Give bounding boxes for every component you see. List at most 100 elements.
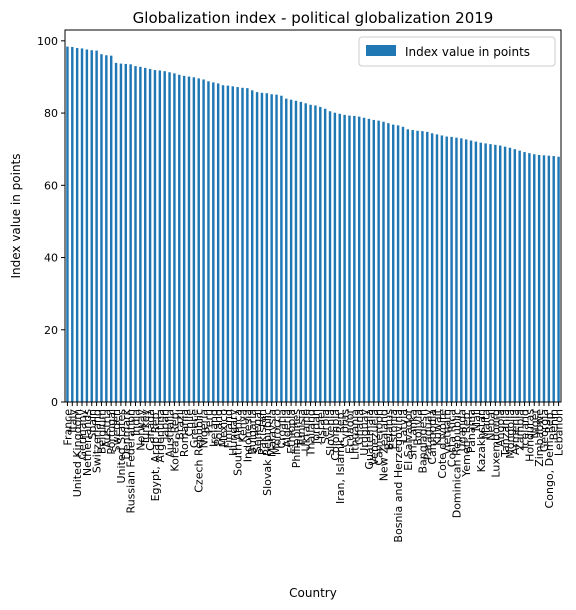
- bar: [90, 50, 93, 402]
- bar: [80, 48, 84, 403]
- bar: [328, 111, 332, 402]
- bar: [289, 99, 293, 402]
- x-tick-label: Iran, Islamic Rep.: [334, 409, 347, 504]
- x-tick-label: Slovak Republic: [261, 409, 274, 496]
- bar: [508, 147, 512, 402]
- x-tick-label: United Kingdom: [71, 409, 84, 497]
- bar: [450, 136, 453, 402]
- x-tick-label: Jordan: [309, 409, 322, 445]
- bar: [479, 142, 482, 402]
- x-tick-label: Bangladesh: [416, 409, 429, 474]
- bar: [542, 155, 546, 402]
- x-tick-label: Switzerland: [91, 409, 104, 473]
- bar: [445, 136, 448, 403]
- bar: [338, 113, 341, 402]
- x-tick-label: South Africa: [232, 409, 245, 476]
- x-tick-label: Russian Federation: [125, 409, 138, 513]
- x-tick-label: Denmark: [120, 408, 133, 459]
- x-tick-label: Estonia: [387, 409, 400, 450]
- bar: [440, 135, 444, 402]
- bar: [557, 156, 560, 402]
- x-tick-label: Algeria: [280, 409, 293, 448]
- bar: [153, 70, 157, 402]
- bar: [226, 85, 230, 403]
- x-tick-label: Belgium: [95, 409, 108, 454]
- bar: [173, 73, 176, 402]
- x-tick-label: Lithuania: [348, 409, 361, 460]
- bar: [367, 118, 371, 402]
- bar: [163, 71, 166, 403]
- x-tick-label: Chile: [183, 409, 196, 437]
- x-tick-label: Canada: [144, 409, 157, 451]
- x-tick-label: Egypt, Arab Rep.: [149, 409, 162, 501]
- x-tick-label: Australia: [164, 409, 177, 458]
- x-tick-label: Czech Republic: [193, 409, 206, 493]
- bar: [285, 98, 288, 403]
- x-tick-label: Ghana: [353, 409, 366, 445]
- bar: [537, 154, 541, 402]
- x-tick-label: Nigeria: [198, 409, 211, 448]
- bar: [411, 130, 414, 403]
- x-tick-label: Malaysia: [266, 409, 279, 457]
- bar: [333, 112, 337, 403]
- bar: [294, 100, 298, 402]
- bar: [71, 46, 74, 402]
- bar: [430, 133, 434, 403]
- x-tick-label: Tanzania: [499, 409, 512, 458]
- x-tick-label: Latvia: [397, 409, 410, 443]
- bar: [251, 90, 254, 402]
- x-tick-label: Zambia: [514, 409, 527, 451]
- bar: [105, 55, 108, 402]
- bar: [182, 75, 186, 403]
- bar: [85, 49, 89, 402]
- y-tick-label: 20: [44, 324, 58, 337]
- bar: [148, 69, 152, 402]
- bar: [552, 156, 555, 402]
- y-tick-label: 60: [44, 179, 58, 192]
- x-tick-label: Bulgaria: [246, 409, 259, 455]
- x-tick-label: Armenia: [509, 409, 522, 455]
- bar: [260, 92, 264, 402]
- bar: [377, 120, 380, 403]
- x-tick-label: Colombia: [329, 409, 342, 461]
- bar: [523, 152, 526, 402]
- x-tick-label: Dominican Republic: [450, 409, 463, 518]
- x-tick-label: Guatemala: [363, 409, 376, 470]
- x-tick-label: Ethiopia: [285, 409, 298, 454]
- x-tick-label: Georgia: [538, 409, 551, 452]
- bar: [221, 85, 225, 402]
- bar: [533, 154, 536, 402]
- bar: [124, 63, 127, 402]
- bar: [236, 87, 239, 402]
- x-tick-label: Iceland: [519, 409, 532, 449]
- x-tick-label: India: [130, 409, 143, 436]
- bar: [207, 81, 210, 402]
- x-tick-label: Slovenia: [324, 409, 337, 456]
- x-tick-label: Congo, Dem. Rep.: [543, 409, 556, 508]
- x-tick-label: Cote d'Ivoire: [436, 409, 449, 479]
- x-tick-label: Poland: [212, 409, 225, 446]
- bar: [109, 55, 113, 402]
- bar: [460, 138, 463, 402]
- x-tick-label: Germany: [76, 409, 89, 460]
- bar: [494, 144, 497, 402]
- y-axis-ticks: 0 20 40 60 80 100: [37, 35, 65, 409]
- x-tick-label: France: [61, 409, 74, 446]
- x-tick-label: Costa Rica: [446, 409, 459, 467]
- x-tick-label: Benin: [548, 409, 561, 440]
- y-tick-label: 100: [37, 35, 58, 48]
- x-tick-label: Hungary: [227, 409, 240, 456]
- x-tick-label: Venezuela: [368, 409, 381, 466]
- bar: [499, 145, 502, 402]
- bar: [139, 66, 142, 402]
- bar: [270, 94, 273, 402]
- bar: [192, 77, 196, 402]
- bar: [357, 116, 361, 403]
- bar: [275, 94, 278, 403]
- bar: [372, 119, 375, 403]
- x-tick-label: Uganda: [455, 409, 468, 451]
- x-tick-label: Belarus: [382, 409, 395, 451]
- x-tick-label: Honduras: [523, 409, 536, 462]
- bar: [241, 87, 244, 402]
